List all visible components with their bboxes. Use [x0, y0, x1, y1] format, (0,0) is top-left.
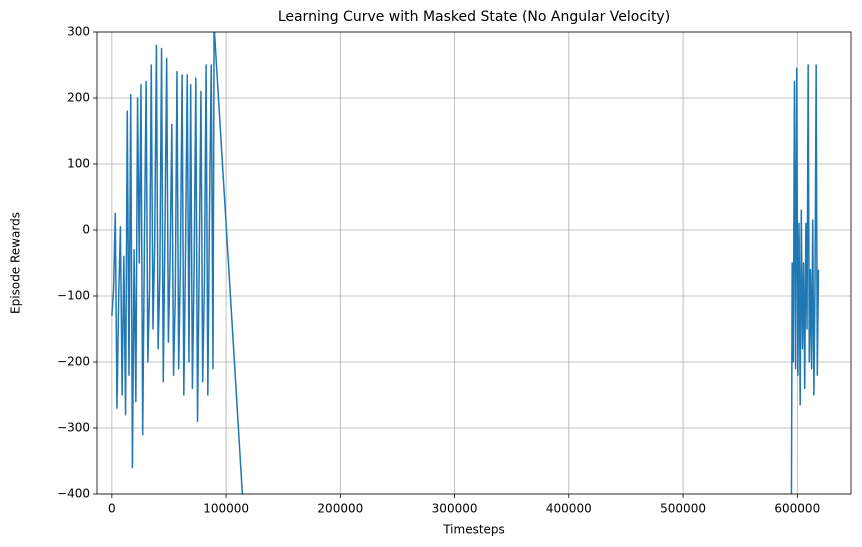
x-tick-label: 400000: [546, 502, 592, 516]
y-tick-label: −300: [57, 421, 90, 435]
x-tick-label: 600000: [774, 502, 820, 516]
x-tick-label: 0: [108, 502, 116, 516]
chart-title: Learning Curve with Masked State (No Ang…: [278, 9, 670, 25]
y-tick-label: 200: [67, 91, 90, 105]
y-tick-label: 100: [67, 157, 90, 171]
x-tick-label: 200000: [317, 502, 363, 516]
plot-frame: [96, 31, 852, 495]
y-tick-label: −100: [57, 289, 90, 303]
y-tick-label: −200: [57, 355, 90, 369]
y-axis-label: Episode Rewards: [9, 212, 23, 314]
x-tick-label: 300000: [432, 502, 478, 516]
y-tick-label: 0: [82, 223, 90, 237]
x-tick-label: 100000: [203, 502, 249, 516]
x-axis-label: Timesteps: [442, 523, 505, 537]
y-tick-label: 300: [67, 25, 90, 39]
x-tick-label: 500000: [660, 502, 706, 516]
data-line: [111, 32, 820, 494]
y-tick-label: −400: [57, 487, 90, 501]
